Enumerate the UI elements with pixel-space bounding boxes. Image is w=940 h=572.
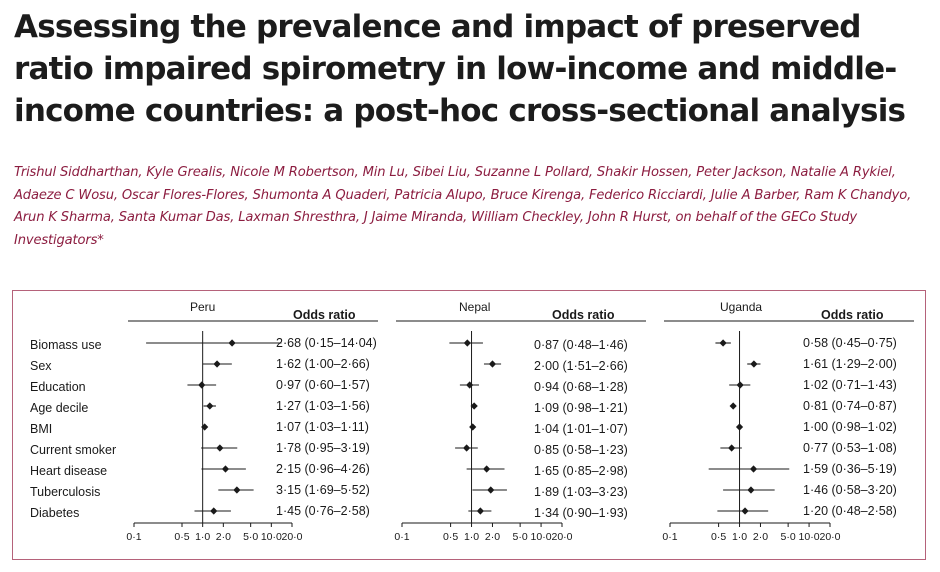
x-tick-label: 1·0	[732, 531, 747, 543]
point-estimate	[741, 507, 749, 515]
odds-ratio-value: 1·45 (0·76–2·58)	[276, 504, 370, 518]
odds-ratio-value: 1·07 (1·03–1·11)	[276, 420, 369, 434]
point-estimate	[469, 423, 477, 431]
x-tick-label: 5·0	[243, 531, 258, 543]
x-tick-label: 0·1	[126, 531, 141, 543]
point-estimate	[470, 402, 478, 410]
variable-label: Heart disease	[30, 464, 108, 478]
point-estimate	[749, 465, 758, 473]
odds-ratio-value: 1·62 (1·00–2·66)	[276, 357, 370, 371]
odds-ratio-value: 0·81 (0·74–0·87)	[803, 399, 897, 413]
odds-ratio-value: 1·04 (1·01–1·07)	[534, 422, 628, 436]
point-estimate	[729, 402, 737, 410]
x-tick-label: 20·0	[551, 531, 572, 543]
odds-ratio-value: 2·68 (0·15–14·04)	[276, 336, 377, 350]
point-estimate	[466, 381, 474, 389]
odds-ratio-value: 1·46 (0·58–3·20)	[803, 483, 897, 497]
point-estimate	[747, 486, 755, 494]
odds-ratio-value: 2·00 (1·51–2·66)	[534, 359, 628, 373]
x-tick-label: 0·1	[394, 531, 409, 543]
odds-ratio-header-nepal: Odds ratio	[552, 308, 615, 322]
point-estimate	[728, 444, 736, 452]
odds-ratio-value: 2·15 (0·96–4·26)	[276, 462, 370, 476]
point-estimate	[206, 402, 214, 410]
point-estimate	[198, 381, 206, 389]
variable-label: Biomass use	[30, 338, 102, 352]
variable-label: Sex	[30, 359, 52, 373]
odds-ratio-value: 1·00 (0·98–1·02)	[803, 420, 897, 434]
point-estimate	[221, 465, 230, 473]
point-estimate	[463, 339, 471, 347]
x-tick-label: 2·0	[753, 531, 768, 543]
odds-ratio-value: 1·02 (0·71–1·43)	[803, 378, 897, 392]
point-estimate	[487, 486, 495, 494]
x-tick-label: 0·5	[443, 531, 458, 543]
point-estimate	[476, 507, 484, 515]
odds-ratio-value: 0·97 (0·60–1·57)	[276, 378, 370, 392]
variable-label: Education	[30, 380, 86, 394]
odds-ratio-value: 1·61 (1·29–2·00)	[803, 357, 897, 371]
x-tick-label: 0·5	[174, 531, 189, 543]
x-tick-label: 10·0	[531, 531, 552, 543]
variable-label: BMI	[30, 422, 53, 436]
odds-ratio-value: 1·27 (1·03–1·56)	[276, 399, 370, 413]
figure-frame	[12, 290, 926, 560]
point-estimate	[719, 339, 727, 347]
x-tick-label: 0·1	[662, 531, 677, 543]
point-estimate	[736, 381, 744, 389]
x-tick-label: 5·0	[513, 531, 528, 543]
variable-label: Age decile	[30, 401, 89, 415]
x-tick-label: 1·0	[464, 531, 479, 543]
x-tick-label: 1·0	[195, 531, 210, 543]
panel-title-peru: Peru	[190, 300, 216, 314]
odds-ratio-value: 0·58 (0·45–0·75)	[803, 336, 897, 350]
odds-ratio-value: 0·85 (0·58–1·23)	[534, 443, 628, 457]
variable-label: Current smoker	[30, 443, 117, 457]
odds-ratio-value: 0·87 (0·48–1·46)	[534, 338, 628, 352]
odds-ratio-header-uganda: Odds ratio	[821, 308, 884, 322]
odds-ratio-value: 1·34 (0·90–1·93)	[534, 506, 628, 520]
point-estimate	[750, 360, 758, 368]
odds-ratio-value: 1·09 (0·98–1·21)	[534, 401, 628, 415]
panel-title-nepal: Nepal	[459, 300, 491, 314]
odds-ratio-value: 1·59 (0·36–5·19)	[803, 462, 897, 476]
panel-title-uganda: Uganda	[720, 300, 763, 314]
odds-ratio-header-peru: Odds ratio	[293, 308, 356, 322]
odds-ratio-value: 1·78 (0·95–3·19)	[276, 441, 370, 455]
x-tick-label: 2·0	[485, 531, 500, 543]
point-estimate	[488, 360, 497, 368]
x-tick-label: 20·0	[281, 531, 302, 543]
odds-ratio-value: 3·15 (1·69–5·52)	[276, 483, 370, 497]
point-estimate	[213, 360, 221, 368]
point-estimate	[463, 444, 471, 452]
odds-ratio-value: 0·94 (0·68–1·28)	[534, 380, 628, 394]
odds-ratio-value: 1·65 (0·85–2·98)	[534, 464, 628, 478]
odds-ratio-value: 1·20 (0·48–2·58)	[803, 504, 897, 518]
point-estimate	[216, 444, 224, 452]
article-title: Assessing the prevalence and impact of p…	[14, 9, 906, 129]
point-estimate	[201, 423, 209, 431]
point-estimate	[233, 486, 241, 494]
x-tick-label: 5·0	[781, 531, 796, 543]
x-tick-label: 10·0	[799, 531, 820, 543]
x-tick-label: 0·5	[711, 531, 726, 543]
point-estimate	[483, 465, 491, 473]
point-estimate	[210, 507, 218, 515]
point-estimate	[735, 423, 744, 431]
x-tick-label: 10·0	[261, 531, 282, 543]
point-estimate	[228, 339, 236, 347]
variable-label: Tuberculosis	[30, 485, 101, 499]
variable-label: Diabetes	[30, 506, 80, 520]
author-list: Trishul Siddharthan, Kyle Grealis, Nicol…	[14, 165, 912, 248]
x-tick-label: 20·0	[819, 531, 840, 543]
x-tick-label: 2·0	[216, 531, 231, 543]
odds-ratio-value: 0·77 (0·53–1·08)	[803, 441, 897, 455]
odds-ratio-value: 1·89 (1·03–3·23)	[534, 485, 628, 499]
